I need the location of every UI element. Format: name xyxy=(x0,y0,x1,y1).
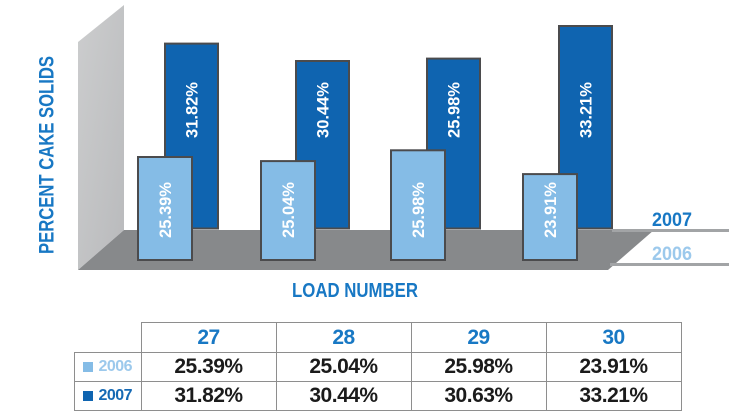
chart-floor xyxy=(78,230,654,270)
cell-2006-30: 23.91% xyxy=(545,352,682,382)
column-header-29: 29 xyxy=(410,322,547,353)
table-row-2007: 2007 31.82% 30.44% 30.63% 33.21% xyxy=(74,381,682,411)
cell-2006-29: 25.98% xyxy=(410,352,547,382)
data-table: 27 28 29 30 2006 25.39% 25.04% 25.98% 23.91% 200… xyxy=(74,322,682,411)
cell-2007-28: 30.44% xyxy=(275,381,412,411)
bar-label-2007-27: 31.82% xyxy=(183,82,201,138)
legend-swatch-2006 xyxy=(83,362,94,372)
column-header-28: 28 xyxy=(275,322,412,353)
bar-label-2007-30: 33.21% xyxy=(577,82,595,138)
cell-2007-29: 30.63% xyxy=(410,381,547,411)
bar-label-2006-29: 25.98% xyxy=(410,182,428,238)
legend-2007: 2007 xyxy=(74,381,142,411)
x-axis-title: LOAD NUMBER xyxy=(292,280,418,302)
cell-2007-27: 31.82% xyxy=(140,381,277,411)
chart-back-wall xyxy=(78,5,124,270)
bar-2006-28 xyxy=(260,160,316,262)
bar-label-2007-28: 30.44% xyxy=(314,82,332,138)
bar-2006-29 xyxy=(390,149,446,261)
legend-swatch-2007 xyxy=(83,391,94,401)
legend-2006: 2006 xyxy=(74,352,142,382)
series-label-2006: 2006 xyxy=(652,244,692,265)
bar-chart-3d: 31.82% 30.44% 25.98% 33.21% 25.39% 25.04% 25.9… xyxy=(35,5,729,302)
series-label-2007: 2007 xyxy=(652,210,692,231)
bar-2006-30 xyxy=(522,173,578,262)
cell-2006-28: 25.04% xyxy=(275,352,412,382)
y-axis-title: PERCENT CAKE SOLIDS xyxy=(35,56,58,254)
cell-2006-27: 25.39% xyxy=(140,352,277,382)
column-header-30: 30 xyxy=(545,322,682,353)
legend-label-2006: 2006 xyxy=(98,358,133,375)
bar-2006-27 xyxy=(137,156,193,261)
bars-group: 31.82% 30.44% 25.98% 33.21% 25.39% 25.04% 25.9… xyxy=(137,25,613,262)
bar-label-2006-30: 23.91% xyxy=(542,182,560,238)
cell-2007-30: 33.21% xyxy=(545,381,682,411)
legend-label-2007: 2007 xyxy=(98,387,133,404)
table-corner-cell xyxy=(75,323,142,353)
bar-label-2007-29: 25.98% xyxy=(445,82,463,138)
bar-label-2006-27: 25.39% xyxy=(157,182,175,238)
column-header-27: 27 xyxy=(140,322,277,353)
bar-label-2006-28: 25.04% xyxy=(280,182,298,238)
table-row-2006: 2006 25.39% 25.04% 25.98% 23.91% xyxy=(74,352,682,382)
